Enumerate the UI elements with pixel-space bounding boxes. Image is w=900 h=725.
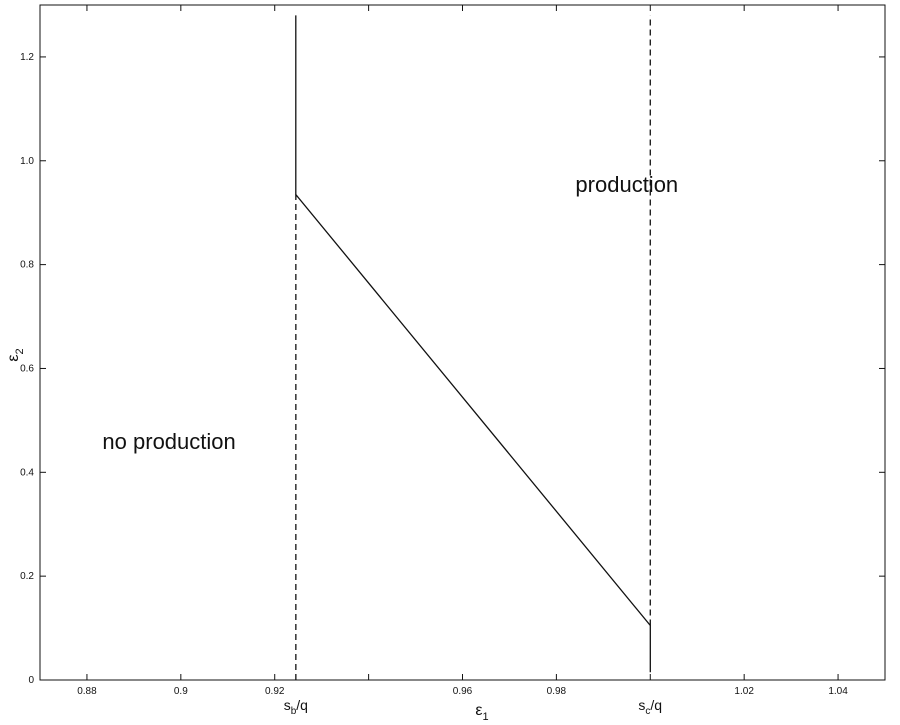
x-marker-label: sb/q — [284, 697, 308, 717]
x-axis-label-sub: 1 — [483, 711, 489, 723]
x-tick-label: 0.92 — [265, 686, 285, 697]
x-tick-label: 0.9 — [174, 686, 188, 697]
annotations: no production production — [102, 172, 678, 454]
x-marker-sub: c — [645, 706, 650, 717]
tick-labels: 0.88 0.9 0.92 0.96 0.98 1.02 1.04 0 0.2 0.4 0.6 0.8… — [20, 52, 848, 697]
tick-marks — [40, 5, 885, 681]
x-marker-label: sc/q — [638, 697, 662, 717]
y-tick-label: 0.4 — [20, 467, 34, 478]
y-axis-label: ε2 — [5, 348, 26, 361]
region-label: no production — [102, 429, 235, 454]
x-tick-label: 0.96 — [453, 686, 473, 697]
x-tick-label: 1.04 — [828, 686, 848, 697]
y-tick-label: 0.2 — [20, 571, 34, 582]
plot-frame — [39, 4, 886, 681]
region-label: production — [575, 172, 678, 197]
x-axis-label-main: ε — [475, 702, 482, 719]
y-tick-label: 0.8 — [20, 260, 34, 271]
x-marker-sub: b — [291, 706, 297, 717]
x-tick-label: 0.98 — [547, 686, 567, 697]
y-axis-label-sub: 2 — [14, 348, 26, 354]
plot-border — [39, 4, 886, 681]
y-tick-label: 0 — [28, 675, 34, 686]
boundary-line — [295, 15, 651, 673]
series-lines — [295, 15, 651, 680]
x-marker-suffix: /q — [650, 697, 662, 713]
y-tick-label: 0.6 — [20, 363, 34, 374]
x-marker-main: s — [638, 697, 645, 713]
x-marker-suffix: /q — [296, 697, 308, 713]
x-axis-label: ε1 — [475, 702, 488, 723]
x-tick-label: 1.02 — [734, 686, 754, 697]
x-markers: sb/q sc/q — [284, 697, 662, 717]
y-axis-label-main: ε — [5, 354, 22, 361]
y-tick-label: 1.2 — [20, 52, 34, 63]
y-tick-label: 1.0 — [20, 156, 34, 167]
x-tick-label: 0.88 — [77, 686, 97, 697]
x-marker-main: s — [284, 697, 291, 713]
